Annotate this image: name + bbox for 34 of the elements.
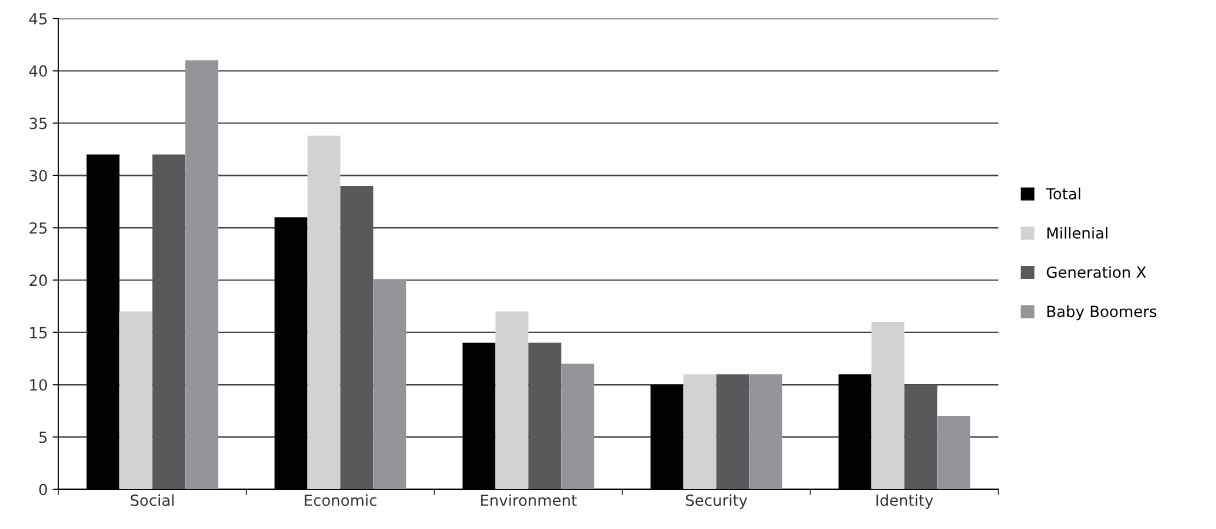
bar (373, 280, 407, 490)
legend-label: Millenial (1047, 226, 1108, 239)
y-tick-label: 15 (30, 327, 47, 339)
bar (340, 185, 374, 490)
y-tick-label: 30 (29, 169, 47, 182)
x-tick-label: Environment (481, 494, 577, 507)
bar (185, 60, 219, 490)
y-tick-label: 10 (30, 379, 47, 391)
x-tick-label: Social (130, 494, 174, 507)
x-tick-label: Security (685, 494, 748, 509)
bar (937, 416, 971, 490)
x-tick-label: Economic (304, 494, 377, 507)
bar (871, 321, 905, 490)
y-tick-label: 40 (29, 65, 47, 77)
legend-label: Baby Boomers (1047, 305, 1157, 321)
legend-label: Total (1045, 187, 1081, 200)
bar (904, 384, 938, 490)
y-tick-label: 35 (29, 117, 47, 130)
y-tick-label: 25 (29, 222, 47, 234)
bar (119, 311, 153, 490)
bar (683, 374, 717, 490)
bar (561, 363, 595, 490)
x-tick-label: Identity (876, 494, 934, 509)
bar (716, 374, 750, 490)
y-tick-label: 20 (29, 274, 47, 287)
bar (528, 342, 562, 490)
y-tick-label: 45 (29, 13, 47, 25)
bar (749, 374, 783, 490)
bar (307, 135, 341, 490)
bar (495, 311, 529, 490)
bar (152, 154, 186, 490)
legend-label: Generation X (1046, 266, 1146, 278)
y-tick-label: 0 (39, 483, 47, 496)
y-tick-label: 5 (39, 431, 47, 444)
